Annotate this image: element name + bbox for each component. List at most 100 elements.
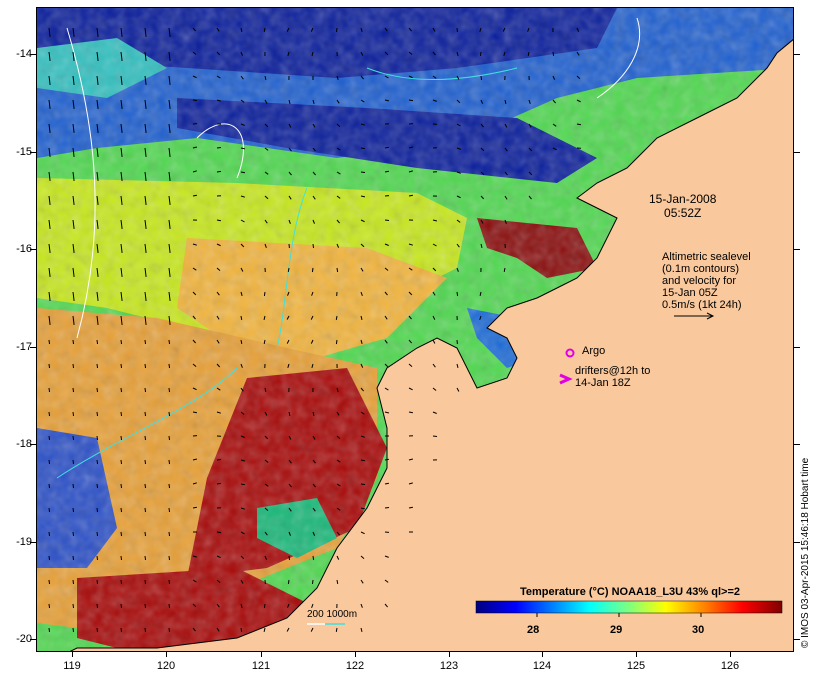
velocity-vector: [456, 171, 461, 174]
velocity-vector: [120, 531, 122, 537]
x-tick: [72, 652, 73, 657]
x-tick: [636, 652, 637, 657]
altimetry-line: and velocity for: [662, 275, 736, 287]
velocity-vector: [263, 627, 266, 633]
velocity-vector: [336, 123, 341, 128]
velocity-vector: [48, 123, 51, 133]
velocity-vector: [216, 267, 221, 271]
velocity-vector: [144, 339, 146, 345]
velocity-vector: [552, 99, 556, 104]
velocity-vector: [480, 123, 484, 128]
velocity-vector: [96, 387, 98, 393]
velocity-vector: [384, 555, 389, 558]
velocity-vector: [360, 603, 363, 608]
drifter-marker: [559, 373, 573, 385]
velocity-vector: [288, 531, 291, 536]
x-tick: [355, 652, 356, 657]
velocity-vector: [120, 123, 123, 133]
velocity-vector: [384, 339, 388, 344]
velocity-vector: [360, 147, 365, 150]
velocity-vector: [72, 603, 74, 609]
x-tick-label: 124: [532, 660, 552, 672]
velocity-vector: [312, 147, 316, 152]
velocity-vector: [336, 75, 339, 80]
velocity-vector: [96, 267, 99, 277]
velocity-vector: [216, 531, 222, 534]
velocity-vector: [144, 603, 146, 609]
velocity-vector: [144, 171, 147, 181]
velocity-vector: [216, 339, 220, 344]
velocity-vector: [384, 507, 390, 509]
velocity-vector: [240, 147, 246, 150]
velocity-vector: [264, 123, 269, 128]
velocity-vector: [144, 99, 147, 109]
velocity-vector: [168, 579, 170, 585]
altimetry-caption: Altimetric sealevel (0.1m contours) and …: [662, 251, 751, 311]
velocity-vector: [48, 435, 50, 441]
velocity-vector: [384, 219, 390, 221]
velocity-vector: [408, 387, 413, 391]
velocity-vector: [168, 291, 171, 301]
velocity-vector: [384, 170, 390, 173]
velocity-vector: [432, 339, 436, 344]
velocity-vector: [264, 459, 269, 463]
velocity-vector: [144, 507, 146, 513]
velocity-vector: [120, 603, 122, 609]
velocity-vector: [168, 75, 171, 85]
velocity-vector: [216, 315, 220, 320]
velocity-vector: [408, 27, 412, 32]
velocity-vector: [480, 219, 484, 224]
velocity-vector: [72, 171, 75, 181]
velocity-vector: [552, 75, 556, 80]
velocity-vector: [216, 363, 221, 368]
y-tick-label: -17: [16, 341, 32, 353]
velocity-vector: [432, 27, 436, 32]
velocity-vector: [264, 555, 267, 560]
velocity-vector: [384, 51, 389, 56]
velocity-vector: [168, 219, 171, 229]
velocity-vector: [432, 75, 437, 79]
velocity-vector: [48, 219, 51, 229]
velocity-vector: [72, 27, 75, 37]
velocity-vector: [263, 291, 266, 297]
velocity-vector: [480, 75, 482, 81]
velocity-vector: [240, 435, 245, 439]
velocity-vector: [384, 291, 388, 296]
velocity-vector: [48, 195, 51, 205]
velocity-vector: [503, 51, 506, 56]
velocity-vector: [216, 387, 221, 391]
velocity-vector: [384, 411, 390, 414]
velocity-vector: [192, 603, 197, 608]
velocity-vector: [336, 555, 340, 560]
velocity-vector: [240, 267, 244, 272]
velocity-vector: [144, 243, 147, 253]
velocity-vector: [408, 146, 414, 149]
velocity-vector: [264, 99, 268, 104]
velocity-vector: [336, 243, 340, 248]
velocity-vector: [384, 579, 389, 583]
velocity-vector: [72, 411, 74, 417]
x-tick-label: 121: [251, 660, 271, 672]
velocity-vector: [192, 243, 197, 246]
velocity-vector: [432, 219, 438, 222]
date-label: 15-Jan-2008 05:52Z: [649, 192, 716, 220]
velocity-vector: [456, 267, 459, 272]
velocity-vector: [504, 219, 507, 224]
velocity-vector: [336, 483, 341, 487]
velocity-vector: [120, 483, 122, 489]
y-tick-right: [794, 249, 800, 250]
drifter-line: drifters@12h to: [575, 365, 651, 377]
velocity-vector: [96, 459, 98, 465]
velocity-vector: [288, 411, 291, 417]
velocity-vector: [96, 123, 99, 133]
velocity-vector: [312, 483, 316, 488]
velocity-vector: [576, 99, 581, 103]
velocity-vector: [504, 99, 507, 105]
velocity-vector: [312, 459, 316, 464]
y-tick-label: -14: [16, 48, 32, 60]
velocity-vector: [120, 219, 123, 229]
velocity-vector: [336, 579, 339, 584]
velocity-vector: [168, 267, 171, 277]
velocity-vector: [48, 555, 50, 561]
y-tick: [30, 444, 36, 445]
